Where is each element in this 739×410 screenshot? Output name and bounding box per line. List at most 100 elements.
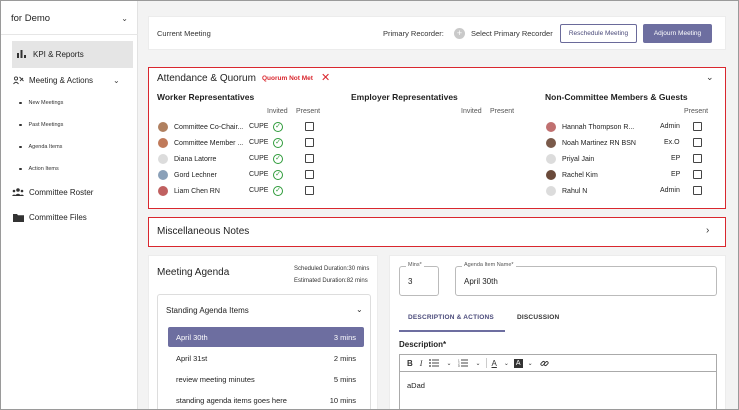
invited-check-icon: ✓ [273, 122, 283, 132]
member-role: Admin [660, 123, 680, 130]
mins-field[interactable]: Mins* 3 [399, 262, 439, 296]
present-checkbox[interactable] [693, 170, 702, 179]
close-icon: ✕ [321, 72, 331, 84]
present-checkbox[interactable] [305, 154, 314, 163]
guest-row: Rahul N [546, 185, 587, 197]
chevron-down-icon[interactable]: ⌄ [113, 76, 120, 85]
present-checkbox[interactable] [693, 154, 702, 163]
agenda-name-label: Agenda Item Name* [462, 262, 516, 268]
adjourn-meeting-button[interactable]: Adjourn Meeting [643, 24, 712, 43]
avatar [546, 186, 556, 196]
worker-row: Committee Member ... [158, 137, 243, 149]
employer-invited-header: Invited [461, 108, 482, 115]
agenda-item-name-field[interactable]: Agenda Item Name* April 30th [455, 262, 717, 296]
estimated-duration: Estimated Duration:82 mins [294, 278, 368, 284]
sidebar-subitem-past-meetings[interactable]: Past Meetings [19, 122, 63, 128]
sidebar-item-label: Meeting & Actions [29, 75, 94, 85]
svg-text:3: 3 [458, 364, 460, 367]
agenda-item[interactable]: review meeting minutes 5 mins [168, 369, 364, 389]
chevron-down-icon[interactable]: ⌄ [475, 360, 481, 367]
member-name: Rachel Kim [562, 171, 598, 179]
toolbar-divider [485, 358, 487, 368]
worker-invited-header: Invited [267, 108, 288, 115]
sidebar-item-kpi-reports[interactable]: KPI & Reports [12, 41, 133, 68]
member-role: CUPE [249, 139, 269, 146]
page-title: Current Meeting [157, 29, 211, 38]
sidebar-subitem-label: New Meetings [28, 100, 64, 106]
sidebar-item-label: KPI & Reports [33, 50, 84, 59]
present-checkbox[interactable] [693, 186, 702, 195]
bullet-icon [19, 145, 22, 149]
present-checkbox[interactable] [305, 186, 314, 195]
sidebar-item-committee-roster[interactable]: Committee Roster [12, 187, 93, 197]
sidebar-item-committee-files[interactable]: Committee Files [12, 212, 87, 222]
chevron-down-icon[interactable]: ⌄ [527, 360, 533, 367]
attendance-title: Attendance & Quorum [157, 73, 256, 84]
avatar [158, 138, 168, 148]
member-role: CUPE [249, 155, 269, 162]
member-name: Committee Co-Chair... [174, 123, 244, 131]
employer-reps-title: Employer Representatives [351, 92, 458, 102]
highlight-icon[interactable]: A [513, 358, 523, 368]
chevron-down-icon[interactable]: ⌄ [503, 360, 509, 367]
bold-icon[interactable]: B [407, 358, 413, 368]
misc-notes-panel[interactable]: Miscellaneous Notes › [148, 217, 726, 247]
meeting-agenda-panel: Meeting Agenda Scheduled Duration:30 min… [148, 255, 378, 409]
add-icon[interactable]: + [454, 28, 465, 39]
invited-check-icon: ✓ [273, 186, 283, 196]
font-color-icon[interactable]: A [491, 358, 497, 368]
present-checkbox[interactable] [305, 138, 314, 147]
italic-icon[interactable]: I [419, 358, 423, 368]
guest-row: Priyal Jain [546, 153, 594, 165]
agenda-item[interactable]: standing agenda items goes here 10 mins [168, 390, 364, 409]
sidebar-item-meeting-actions[interactable]: Meeting & Actions [12, 75, 93, 85]
chevron-down-icon[interactable]: ⌄ [356, 305, 363, 314]
avatar [546, 138, 556, 148]
link-icon[interactable] [538, 357, 551, 369]
select-recorder-link[interactable]: Select Primary Recorder [471, 29, 553, 38]
avatar [546, 122, 556, 132]
tab-description-actions[interactable]: DESCRIPTION & ACTIONS [408, 314, 494, 321]
bullet-list-icon[interactable] [427, 357, 441, 369]
sidebar-subitem-agenda-items[interactable]: Agenda Items [19, 144, 62, 150]
agenda-item[interactable]: April 31st 2 mins [168, 348, 364, 368]
recorder-label: Primary Recorder: [383, 29, 444, 38]
sidebar-item-label: Committee Roster [29, 187, 94, 197]
avatar [158, 122, 168, 132]
present-checkbox[interactable] [693, 138, 702, 147]
guest-row: Noah Martinez RN BSN [546, 137, 636, 149]
sidebar-subitem-action-items[interactable]: Action Items [19, 166, 59, 172]
active-tab-indicator [399, 330, 505, 332]
tab-discussion[interactable]: DISCUSSION [517, 314, 560, 321]
org-name: for Demo [11, 12, 51, 24]
misc-notes-title: Miscellaneous Notes [157, 226, 250, 237]
avatar [158, 170, 168, 180]
member-role: CUPE [249, 123, 269, 130]
present-checkbox[interactable] [693, 122, 702, 131]
present-checkbox[interactable] [305, 122, 314, 131]
invited-check-icon: ✓ [273, 154, 283, 164]
chevron-right-icon[interactable]: › [706, 225, 710, 236]
worker-row: Diana Latorre [158, 153, 216, 165]
description-label: Description* [399, 340, 447, 349]
member-name: Gord Lechner [174, 171, 217, 179]
reschedule-meeting-button[interactable]: Reschedule Meeting [560, 24, 637, 43]
guests-present-header: Present [684, 108, 709, 115]
member-name: Noah Martinez RN BSN [562, 139, 636, 147]
sidebar-subitem-new-meetings[interactable]: New Meetings [19, 100, 63, 106]
agenda-item-duration: 3 mins [333, 332, 356, 342]
agenda-item[interactable]: April 30th 3 mins [168, 327, 364, 347]
present-checkbox[interactable] [305, 170, 314, 179]
bullet-icon [19, 101, 22, 105]
employer-present-header: Present [490, 108, 515, 115]
org-switcher[interactable]: for Demo ⌄ [11, 11, 128, 25]
mins-label: Mins* [406, 262, 424, 268]
chevron-down-icon[interactable]: ⌄ [706, 72, 714, 82]
avatar [546, 170, 556, 180]
avatar [546, 154, 556, 164]
chevron-down-icon[interactable]: ⌄ [446, 360, 452, 367]
